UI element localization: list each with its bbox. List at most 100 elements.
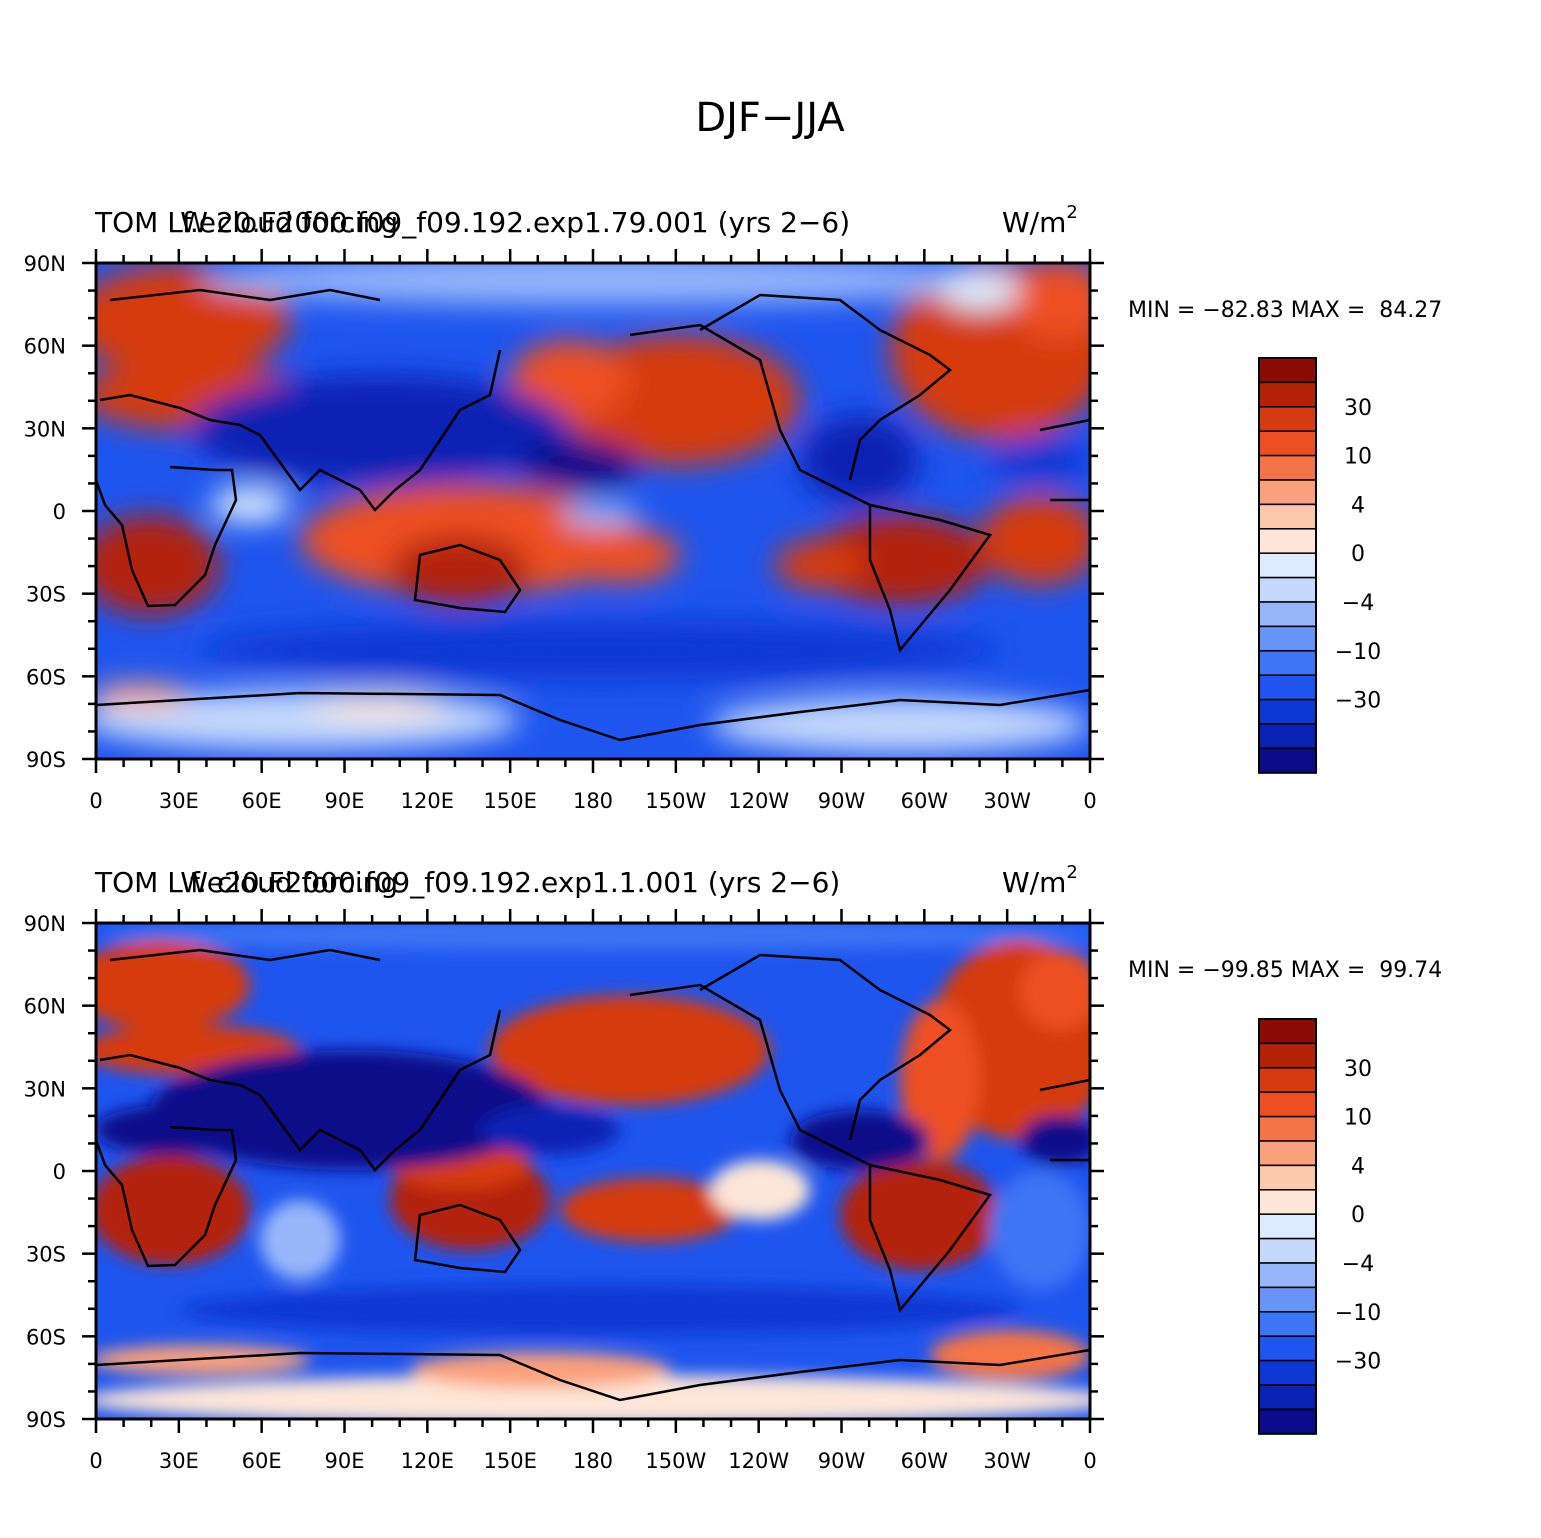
panel-top-title-variable: TOM LW cloud forcing (94, 206, 398, 239)
lon-tick-label-bottom: 60W (901, 1449, 949, 1473)
lat-tick-label-top: 30N (24, 417, 66, 441)
colorbar-box (1258, 381, 1317, 408)
colorbar-label: 30 (1344, 396, 1372, 421)
lon-tick-label-bottom: 120W (728, 1449, 789, 1473)
colorbar-box (1258, 1335, 1317, 1362)
colorbar-label: −30 (1335, 1350, 1381, 1375)
panel-top-title-case: f.e20.F2000.f09_f09.192.exp1.79.001 (yrs… (182, 206, 850, 239)
colorbar-box (1258, 601, 1317, 628)
colorbar-box (1258, 528, 1317, 554)
colorbar-label: −10 (1335, 640, 1381, 665)
lat-tick-label-bottom: 30S (26, 1243, 66, 1267)
lat-tick-label-top: 90N (24, 252, 66, 276)
lon-tick-label-top: 150E (483, 789, 536, 813)
colorbar-box (1258, 747, 1317, 774)
colorbar-box (1258, 406, 1317, 432)
panel-bottom: TOM LW cloud forcing f.e20.F2000.f09_f09… (24, 862, 1443, 1473)
panel-bottom-axes: 90N 60N 30N 0 30S 60S 90S 0 30E 60E 90E 120E 150E 18… (24, 909, 1104, 1473)
colorbar-box (1258, 723, 1317, 750)
panel-top-field (96, 263, 1090, 759)
colorbar-box (1258, 552, 1317, 579)
lon-tick-label-bottom: 0 (1083, 1449, 1096, 1473)
colorbar-label: −4 (1342, 1252, 1374, 1277)
panel-top-minmax: MIN = −82.83 MAX = 84.27 (1128, 298, 1442, 323)
colorbar-label: 4 (1351, 1154, 1365, 1179)
lon-tick-label-bottom: 150W (645, 1449, 706, 1473)
colorbar-box (1258, 1115, 1317, 1142)
colorbar-box (1258, 1067, 1317, 1093)
lon-tick-label-bottom: 90W (818, 1449, 866, 1473)
lat-tick-label-top: 0 (53, 500, 66, 524)
colorbar-box (1258, 1018, 1317, 1045)
lat-tick-label-bottom: 30N (24, 1077, 66, 1101)
colorbar-box (1258, 503, 1317, 530)
lat-tick-label-top: 90S (26, 748, 66, 772)
lat-tick-label-top: 60S (26, 665, 66, 689)
panel-bottom-minmax: MIN = −99.85 MAX = 99.74 (1128, 958, 1442, 983)
lon-tick-label-bottom: 0 (89, 1449, 102, 1473)
colorbar-box (1258, 1237, 1317, 1264)
panel-top-units: W/m2 (1002, 202, 1078, 239)
colorbar-box (1258, 1359, 1317, 1386)
colorbar-box (1258, 454, 1317, 481)
lon-tick-label-bottom: 90E (325, 1449, 365, 1473)
colorbar-box (1258, 650, 1317, 676)
panel-bottom-units: W/m2 (1002, 862, 1078, 899)
colorbar-box (1258, 1042, 1317, 1069)
lon-tick-label-top: 60E (242, 789, 282, 813)
colorbar-box (1258, 1164, 1317, 1191)
lon-tick-label-top: 60W (901, 789, 949, 813)
lon-tick-label-top: 180 (573, 789, 613, 813)
lon-tick-label-top: 90W (818, 789, 866, 813)
panel-top: TOM LW cloud forcing f.e20.F2000.f09_f09… (24, 202, 1443, 813)
lon-tick-label-top: 90E (325, 789, 365, 813)
colorbar-box (1258, 1140, 1317, 1167)
lon-tick-label-top: 0 (89, 789, 102, 813)
colorbar-box (1258, 1189, 1317, 1215)
colorbar-box (1258, 1408, 1317, 1435)
panel-bottom-colorbar: 30 10 4 0 −4 −10 −30 (1258, 1018, 1381, 1435)
colorbar-box (1258, 1213, 1317, 1240)
lon-tick-label-top: 30E (159, 789, 199, 813)
colorbar-label: 4 (1351, 493, 1365, 518)
panel-bottom-title-case: f.e20.F2000.f09_f09.192.exp1.1.001 (yrs … (190, 866, 840, 899)
lon-tick-label-top: 30W (983, 789, 1031, 813)
lat-tick-label-top: 60N (24, 335, 66, 359)
colorbar-label: −10 (1335, 1301, 1381, 1326)
panel-top-colorbar: 30 10 4 0 −4 −10 −30 (1258, 357, 1381, 774)
lat-tick-label-bottom: 90N (24, 912, 66, 936)
panel-bottom-coastlines (96, 948, 1090, 1402)
panel-top-axes: 90N 60N 30N 0 30S 60S 90S 0 30E 60E 90E 120E 150E 18… (24, 249, 1104, 813)
lon-tick-label-top: 120E (401, 789, 454, 813)
colorbar-box (1258, 698, 1317, 725)
lon-tick-label-top: 150W (645, 789, 706, 813)
lon-tick-label-bottom: 120E (401, 1449, 454, 1473)
lon-tick-label-bottom: 30W (983, 1449, 1031, 1473)
colorbar-label: 10 (1344, 445, 1372, 470)
colorbar-label: 0 (1351, 542, 1365, 567)
colorbar-box (1258, 357, 1317, 384)
panel-bottom-title-variable: TOM LW cloud forcing (94, 866, 398, 899)
colorbar-box (1258, 625, 1317, 652)
lat-tick-label-bottom: 60N (24, 995, 66, 1019)
lon-tick-label-bottom: 150E (483, 1449, 536, 1473)
lat-tick-label-top: 30S (26, 583, 66, 607)
colorbar-box (1258, 430, 1317, 457)
colorbar-box (1258, 1262, 1317, 1289)
page-title: DJF−JJA (695, 95, 845, 141)
colorbar-box (1258, 1286, 1317, 1313)
lat-tick-label-bottom: 90S (26, 1408, 66, 1432)
lon-tick-label-top: 0 (1083, 789, 1096, 813)
colorbar-box (1258, 576, 1317, 603)
lon-tick-label-bottom: 180 (573, 1449, 613, 1473)
lon-tick-label-bottom: 30E (159, 1449, 199, 1473)
lat-tick-label-bottom: 0 (53, 1160, 66, 1184)
colorbar-label: 30 (1344, 1057, 1372, 1082)
lat-tick-label-bottom: 60S (26, 1325, 66, 1349)
colorbar-box (1258, 479, 1317, 506)
colorbar-box (1258, 1384, 1317, 1411)
colorbar-box (1258, 1311, 1317, 1337)
panel-top-coastlines (96, 288, 1090, 742)
colorbar-label: −30 (1335, 689, 1381, 714)
